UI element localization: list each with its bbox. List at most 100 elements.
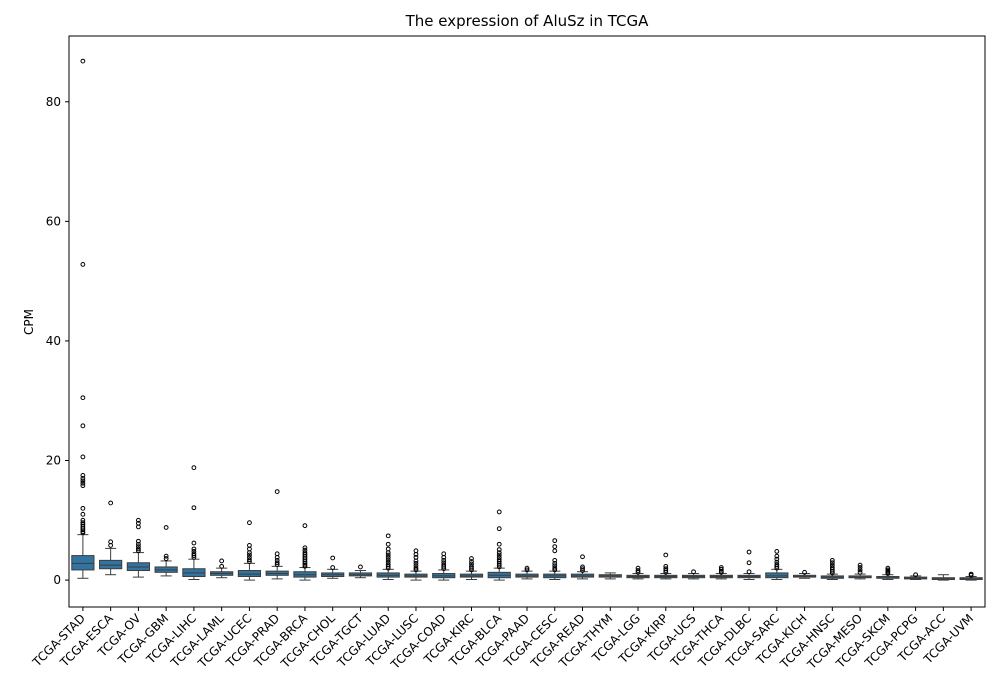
y-tick-label: 0 (53, 573, 61, 587)
outlier-point (774, 553, 780, 559)
outlier-point (191, 465, 197, 471)
y-tick-label: 20 (46, 454, 61, 468)
box (765, 572, 789, 579)
outlier-point (274, 489, 280, 495)
outlier-point (108, 500, 114, 506)
outlier-point (552, 565, 558, 571)
outlier-point (385, 562, 391, 567)
outlier-point (718, 565, 724, 570)
outlier-point (385, 541, 391, 547)
outlier-point (330, 565, 336, 570)
outlier-point (496, 550, 502, 555)
outlier-point (469, 563, 474, 569)
outlier-point (663, 566, 669, 572)
outlier-point (635, 568, 641, 573)
outlier-point (247, 552, 252, 558)
outlier-point (663, 563, 669, 569)
outlier-point (829, 565, 835, 570)
outlier-point (274, 557, 280, 563)
outlier-point (496, 547, 502, 553)
outlier-point (80, 478, 86, 484)
outlier-point (774, 556, 780, 562)
outlier-point (191, 551, 197, 557)
outlier-point (302, 545, 308, 551)
outlier-point (80, 473, 86, 478)
outlier-point (857, 569, 863, 575)
plot-area: 020406080TCGA-STADTCGA-ESCATCGA-OVTCGA-G… (29, 58, 983, 672)
outlier-point (552, 557, 558, 563)
y-tick-label: 60 (46, 214, 61, 228)
outlier-point (469, 561, 474, 567)
outlier-point (580, 564, 585, 570)
outlier-point (829, 562, 835, 568)
outlier-point (219, 558, 225, 564)
outlier-point (552, 544, 558, 550)
outlier-point (746, 549, 752, 555)
outlier-point (80, 423, 86, 429)
outlier-point (968, 571, 974, 577)
outlier-point (219, 563, 225, 569)
outlier-point (552, 548, 558, 554)
outlier-point (469, 559, 474, 564)
outlier-point (635, 565, 641, 571)
outlier-point (802, 569, 807, 575)
plot-frame (68, 35, 986, 608)
outlier-point (80, 395, 86, 401)
outlier-point (385, 554, 391, 560)
outlier-point (496, 554, 502, 560)
outlier-point (274, 560, 280, 566)
outlier-point (496, 526, 502, 532)
outlier-point (580, 554, 585, 560)
outlier-point (496, 509, 502, 515)
outlier-point (385, 533, 391, 539)
outlier-point (191, 548, 197, 554)
outlier-point (857, 567, 863, 573)
outlier-point (857, 562, 863, 568)
outlier-point (413, 548, 419, 554)
outlier-point (80, 511, 86, 517)
outlier-point (163, 556, 169, 561)
outlier-point (247, 554, 252, 560)
outlier-point (385, 559, 391, 565)
outlier-point (718, 566, 724, 572)
outlier-point (135, 544, 141, 550)
outlier-point (413, 560, 419, 566)
outlier-point (80, 476, 86, 481)
outlier-point (829, 560, 835, 566)
outlier-point (80, 517, 86, 523)
outlier-point (385, 546, 391, 552)
outlier-point (385, 552, 391, 558)
outlier-point (247, 543, 252, 548)
outlier-point (580, 566, 585, 572)
outlier-point (330, 555, 336, 561)
box (237, 570, 262, 578)
outlier-point (135, 546, 141, 552)
y-axis-label: CPM (22, 309, 36, 335)
outlier-point (413, 565, 419, 571)
y-tick-label: 40 (46, 334, 61, 348)
outlier-point (413, 554, 419, 560)
outlier-point (80, 454, 86, 460)
box (71, 555, 95, 571)
outlier-point (857, 565, 863, 570)
outlier-point (247, 520, 252, 526)
outlier-point (774, 548, 780, 554)
outlier-point (302, 550, 308, 555)
outlier-point (524, 565, 530, 571)
outlier-point (913, 572, 919, 578)
outlier-point (135, 520, 141, 526)
outlier-point (746, 569, 752, 575)
outlier-point (80, 58, 86, 64)
outlier-point (441, 551, 447, 557)
outlier-point (441, 560, 447, 566)
y-tick-label: 80 (46, 95, 61, 109)
chart-title: The expression of AluSz in TCGA (405, 12, 649, 30)
outlier-point (746, 560, 752, 566)
outlier-point (191, 540, 197, 546)
outlier-point (247, 557, 252, 563)
outlier-point (385, 557, 391, 563)
outlier-point (552, 538, 558, 544)
outlier-point (108, 539, 114, 545)
outlier-point (885, 565, 891, 571)
